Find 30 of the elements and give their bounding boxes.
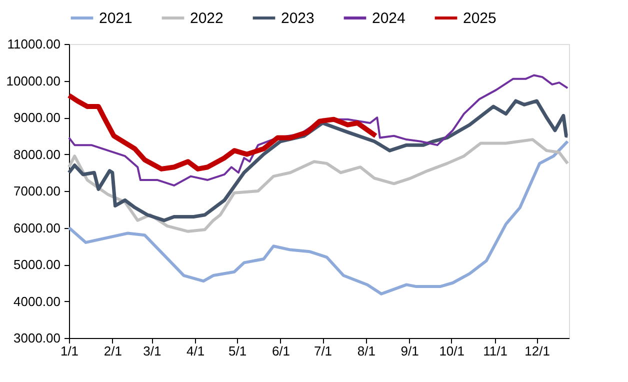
x-tick-label: 4/1 xyxy=(186,344,205,358)
x-tick-label: 10/1 xyxy=(439,344,465,358)
y-tick-label: 11000.00 xyxy=(7,36,60,52)
y-tick-label: 9000.00 xyxy=(14,110,60,125)
y-tick-label: 4000.00 xyxy=(14,294,60,309)
x-tick-label: 8/1 xyxy=(357,344,376,358)
legend-label: 2021 xyxy=(99,10,132,27)
y-tick-label: 10000.00 xyxy=(6,73,60,88)
x-tick-label: 7/1 xyxy=(314,344,332,358)
legend-label: 2024 xyxy=(372,10,406,27)
x-tick-label: 12/1 xyxy=(524,344,550,358)
legend-label: 2025 xyxy=(463,10,496,27)
x-tick-label: 2/1 xyxy=(104,344,122,358)
y-tick-label: 5000.00 xyxy=(14,257,60,272)
legend-label: 2023 xyxy=(281,10,314,27)
x-tick-label: 6/1 xyxy=(272,344,290,358)
legend-label: 2022 xyxy=(190,10,224,27)
x-tick-label: 9/1 xyxy=(400,344,419,358)
line-series xyxy=(68,140,570,296)
x-tick-label: 5/1 xyxy=(228,344,247,358)
line-series xyxy=(68,74,569,186)
line-series xyxy=(68,138,570,233)
y-tick-label: 8000.00 xyxy=(14,146,60,162)
x-tick-label: 11/1 xyxy=(483,344,508,358)
x-tick-label: 1/1 xyxy=(60,344,79,358)
line-series xyxy=(67,99,570,222)
y-tick-label: 7000.00 xyxy=(14,184,60,198)
y-tick-label: 6000.00 xyxy=(14,220,60,236)
y-tick-label: 3000.00 xyxy=(14,330,60,346)
x-tick-label: 3/1 xyxy=(143,344,162,358)
